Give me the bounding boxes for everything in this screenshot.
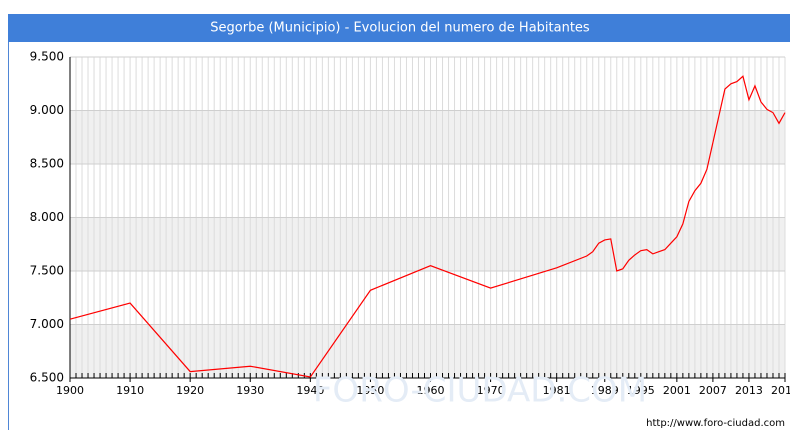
x-tick-label: 1960 (417, 384, 445, 397)
x-tick-label: 1910 (116, 384, 144, 397)
x-tick-label: 1920 (176, 384, 204, 397)
grid-band (70, 324, 785, 378)
x-tick-label: 1970 (477, 384, 505, 397)
y-tick-label: 7.000 (30, 317, 64, 331)
y-tick-label: 8.000 (30, 210, 64, 224)
x-tick-label: 2013 (735, 384, 763, 397)
y-tick-label: 6.500 (30, 371, 64, 385)
x-tick-label: 1950 (356, 384, 384, 397)
x-tick-label: 1930 (236, 384, 264, 397)
x-tick-label: 1900 (56, 384, 84, 397)
x-tick-label: 1940 (296, 384, 324, 397)
y-tick-label: 8.500 (30, 157, 64, 171)
y-tick-label: 9.500 (30, 50, 64, 64)
x-tick-label: 2007 (699, 384, 727, 397)
source: http://www.foro-ciudad.com (646, 418, 785, 429)
x-tick-label: 1995 (627, 384, 655, 397)
grid-band (70, 217, 785, 271)
title-bar (8, 14, 790, 42)
grid-band (70, 110, 785, 164)
data-line (69, 75, 786, 378)
x-tick-label: 2001 (663, 384, 691, 397)
watermark: FORO-CIUDAD.COM (313, 371, 647, 411)
chart-title: Segorbe (Municipio) - Evolucion del nume… (210, 21, 590, 36)
y-tick-label: 7.500 (30, 264, 64, 278)
plot-area: 6.500 7.000 7.500 8.000 8.500 9.000 9.500 1900 1… (30, 50, 790, 398)
y-tick-label: 9.000 (30, 103, 64, 117)
x-tick-label: 1989 (591, 384, 619, 397)
x-tick-label: 1981 (543, 384, 571, 397)
